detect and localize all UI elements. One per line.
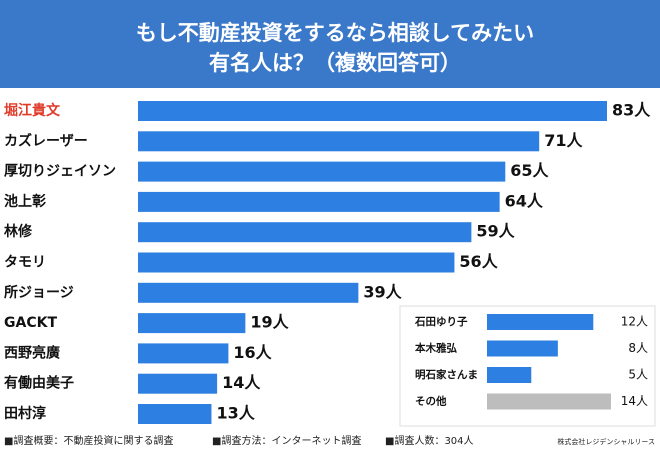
category-label: タモリ [4,255,46,271]
bar [138,343,229,364]
chart-title: もし不動産投資をするなら相談してみたい [136,21,534,45]
value-label: 14人 [621,394,648,408]
bar [487,367,532,383]
value-label: 8人 [628,341,648,355]
bar [138,313,246,334]
category-label: 本木雅弘 [415,342,457,355]
value-label: 14人 [222,373,261,392]
bar [138,373,218,394]
category-label: 有働由美子 [4,375,74,392]
bar [138,404,212,424]
bar [487,314,594,330]
category-label: その他 [415,395,447,408]
category-label: 所ジョージ [4,284,74,301]
category-label: GACKT [4,315,57,331]
bar [138,252,455,273]
value-label: 83人 [612,101,651,120]
bar [138,191,500,212]
category-label: 石田ゆり子 [414,316,468,328]
value-label: 12人 [621,315,648,329]
category-label: 林修 [4,223,33,240]
value-label: 13人 [216,404,255,423]
value-label: 64人 [505,191,544,210]
bar [138,101,607,121]
chart-title: 有名人は？（複数回答可） [209,51,461,75]
category-label: 西野亮廣 [4,344,60,361]
category-label: カズレーザー [4,132,88,149]
bar [138,282,359,303]
category-label: 池上彰 [4,193,46,210]
footer-note: ■調査方法：インターネット調査 [212,434,361,447]
category-label: 厚切りジェイソン [4,164,116,180]
value-label: 65人 [510,161,549,180]
footer-note: ■調査人数：304人 [385,434,474,447]
bar [138,131,540,152]
value-label: 16人 [233,343,272,362]
bar [138,161,506,182]
value-label: 19人 [250,313,289,332]
category-label: 堀江貴文 [4,102,61,119]
bar [487,393,611,410]
header-band [0,0,660,88]
value-label: 59人 [476,222,515,241]
value-label: 71人 [544,131,583,150]
value-label: 5人 [628,368,648,382]
bar [487,340,558,357]
value-label: 56人 [459,252,498,271]
value-label: 39人 [363,282,402,301]
footer-credit: 株式会社レジデンシャルリース [557,437,655,446]
category-label: 明石家さんま [415,368,478,381]
category-label: 田村淳 [4,405,46,422]
bar [138,222,472,243]
footer-note: ■調査概要：不動産投資に関する調査 [4,434,173,447]
